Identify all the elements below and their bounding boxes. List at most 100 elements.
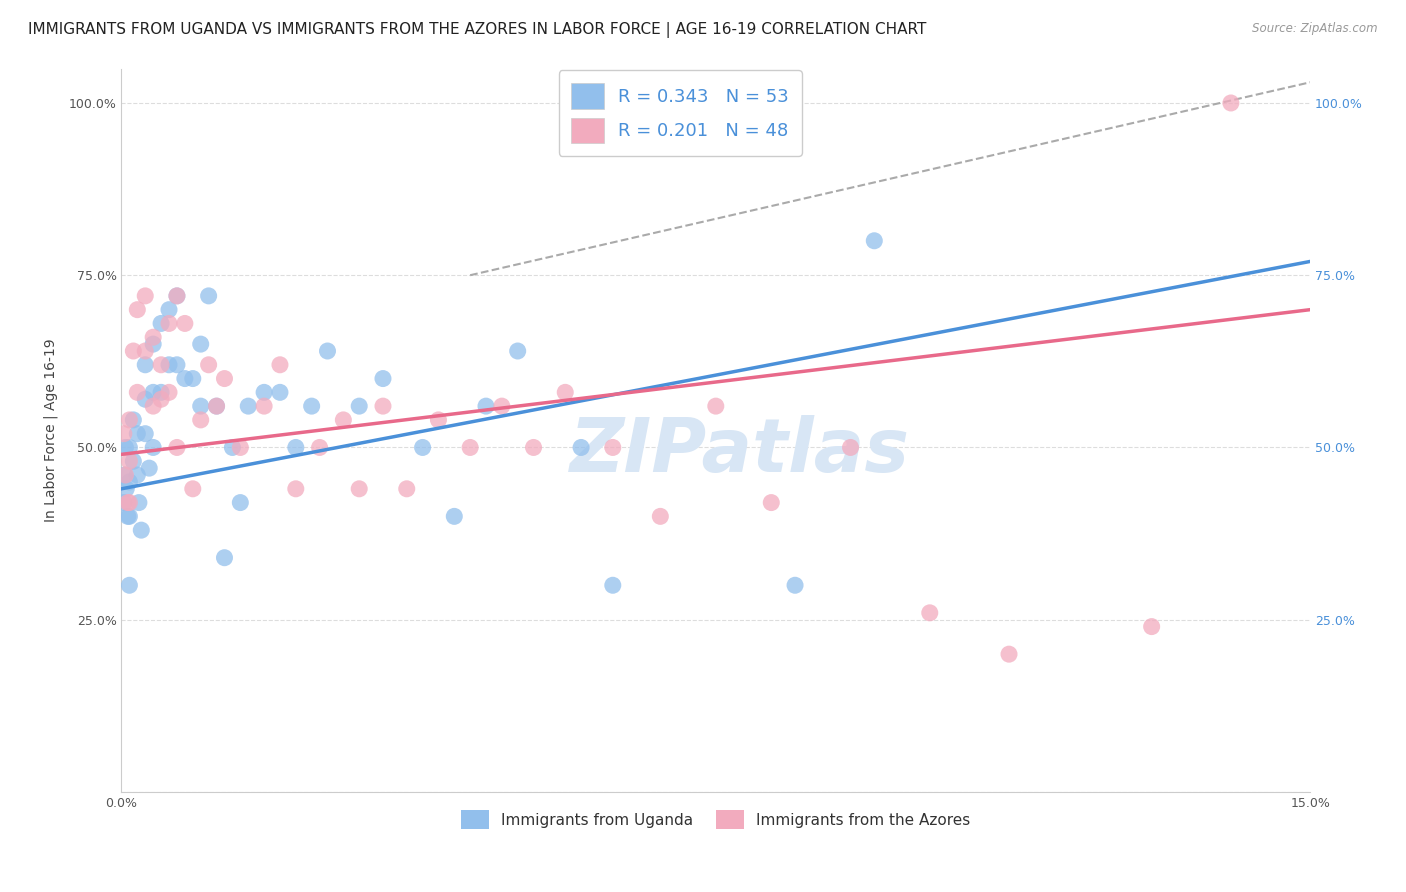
Point [134, 358, 156, 372]
Point [129, 523, 152, 537]
Point [918, 606, 941, 620]
Point [142, 399, 165, 413]
Point [214, 550, 236, 565]
Point [458, 441, 481, 455]
Point [347, 399, 370, 413]
Point [284, 441, 307, 455]
Point [371, 371, 394, 385]
Point [114, 468, 136, 483]
Point [1219, 95, 1241, 110]
Point [197, 289, 219, 303]
Point [127, 302, 149, 317]
Point [284, 482, 307, 496]
Point [157, 317, 180, 331]
Point [347, 482, 370, 496]
Point [150, 392, 173, 407]
Point [569, 441, 592, 455]
Point [134, 392, 156, 407]
Point [332, 413, 354, 427]
Point [839, 441, 862, 455]
Point [150, 317, 173, 331]
Point [269, 385, 291, 400]
Point [301, 399, 323, 413]
Point [506, 344, 529, 359]
Point [157, 358, 180, 372]
Point [181, 482, 204, 496]
Point [190, 413, 212, 427]
Point [491, 399, 513, 413]
Point [118, 413, 141, 427]
Point [371, 399, 394, 413]
Point [229, 495, 252, 509]
Point [118, 578, 141, 592]
Point [122, 413, 145, 427]
Point [134, 344, 156, 359]
Point [863, 234, 886, 248]
Point [118, 475, 141, 489]
Point [112, 426, 135, 441]
Point [118, 454, 141, 468]
Point [173, 317, 195, 331]
Legend: Immigrants from Uganda, Immigrants from the Azores: Immigrants from Uganda, Immigrants from … [456, 804, 976, 835]
Point [115, 482, 138, 496]
Point [166, 289, 188, 303]
Point [253, 385, 276, 400]
Point [142, 337, 165, 351]
Point [114, 441, 136, 455]
Point [998, 647, 1021, 661]
Y-axis label: In Labor Force | Age 16-19: In Labor Force | Age 16-19 [44, 338, 58, 522]
Point [127, 468, 149, 483]
Point [761, 495, 783, 509]
Point [308, 441, 330, 455]
Point [157, 385, 180, 400]
Point [117, 495, 139, 509]
Point [127, 385, 149, 400]
Point [783, 578, 806, 592]
Point [554, 385, 576, 400]
Point [205, 399, 228, 413]
Text: IMMIGRANTS FROM UGANDA VS IMMIGRANTS FROM THE AZORES IN LABOR FORCE | AGE 16-19 : IMMIGRANTS FROM UGANDA VS IMMIGRANTS FRO… [28, 22, 927, 38]
Text: ZIPatlas: ZIPatlas [569, 416, 910, 489]
Point [229, 441, 252, 455]
Point [173, 371, 195, 385]
Point [138, 461, 160, 475]
Point [214, 371, 236, 385]
Point [150, 358, 173, 372]
Point [122, 454, 145, 468]
Point [142, 385, 165, 400]
Point [197, 358, 219, 372]
Point [122, 344, 145, 359]
Point [704, 399, 727, 413]
Point [522, 441, 544, 455]
Point [475, 399, 498, 413]
Point [166, 358, 188, 372]
Point [117, 509, 139, 524]
Text: Source: ZipAtlas.com: Source: ZipAtlas.com [1253, 22, 1378, 36]
Point [127, 426, 149, 441]
Point [269, 358, 291, 372]
Point [427, 413, 450, 427]
Point [253, 399, 276, 413]
Point [1140, 619, 1163, 633]
Point [134, 426, 156, 441]
Point [114, 468, 136, 483]
Point [221, 441, 243, 455]
Point [142, 330, 165, 344]
Point [166, 289, 188, 303]
Point [134, 289, 156, 303]
Point [602, 578, 624, 592]
Point [112, 495, 135, 509]
Point [166, 441, 188, 455]
Point [190, 399, 212, 413]
Point [118, 441, 141, 455]
Point [412, 441, 434, 455]
Point [150, 385, 173, 400]
Point [157, 302, 180, 317]
Point [128, 495, 150, 509]
Point [118, 495, 141, 509]
Point [190, 337, 212, 351]
Point [395, 482, 418, 496]
Point [205, 399, 228, 413]
Point [142, 441, 165, 455]
Point [650, 509, 672, 524]
